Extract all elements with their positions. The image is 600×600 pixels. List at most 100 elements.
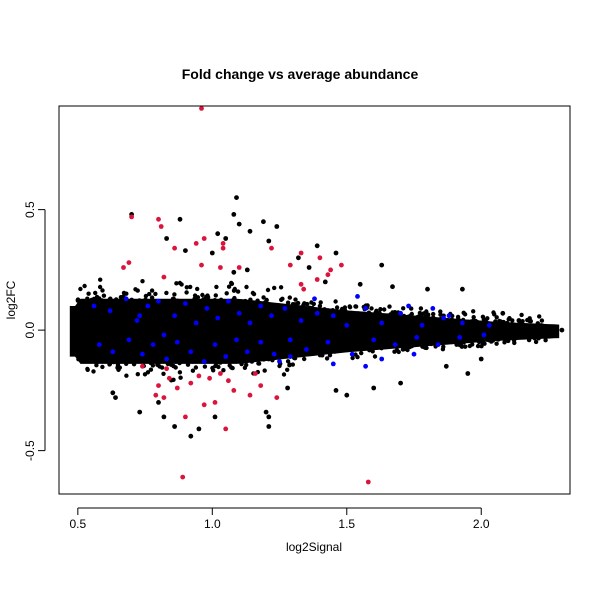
fringe-point: [192, 296, 197, 301]
fringe-point: [401, 313, 407, 319]
fringe-point: [244, 284, 249, 290]
fringe-point: [147, 291, 152, 297]
data-point: [172, 313, 178, 319]
fringe-point: [517, 322, 522, 327]
fringe-point: [214, 358, 219, 363]
fringe-point: [177, 280, 183, 286]
data-point: [392, 342, 398, 347]
data-point: [298, 281, 304, 287]
data-point: [390, 284, 395, 290]
fringe-point: [519, 332, 524, 338]
fringe-point: [363, 345, 369, 350]
fringe-point: [332, 347, 337, 352]
fringe-point: [243, 298, 248, 304]
fringe-point: [266, 353, 271, 359]
fringe-point: [360, 311, 365, 316]
data-point: [212, 400, 218, 405]
fringe-point: [324, 356, 330, 361]
data-point: [164, 356, 170, 362]
fringe-point: [507, 316, 512, 321]
y-axis-label: log2FC: [4, 280, 18, 319]
data-points: [70, 106, 565, 485]
data-point: [226, 378, 231, 384]
data-point: [164, 236, 170, 241]
fringe-point: [353, 346, 358, 351]
fringe-point: [213, 293, 218, 298]
fringe-point: [533, 339, 539, 345]
fringe-point: [173, 359, 178, 364]
chart-title: Fold change vs average abundance: [182, 66, 419, 82]
data-point: [188, 349, 194, 355]
fringe-point: [188, 284, 193, 290]
y-tick-label: -0.5: [23, 440, 37, 461]
y-tick-label: 0.5: [23, 201, 37, 218]
fringe-point: [317, 303, 323, 309]
fringe-point: [195, 286, 200, 292]
plot-frame: [58, 105, 571, 495]
fringe-point: [218, 360, 223, 365]
data-point: [379, 320, 385, 326]
fringe-point: [180, 357, 185, 362]
fringe-point: [519, 312, 524, 318]
fringe-point: [408, 315, 413, 320]
fringe-point: [356, 311, 361, 316]
data-point: [134, 318, 140, 323]
fringe-point: [293, 297, 298, 302]
fringe-point: [372, 354, 378, 359]
data-point: [201, 236, 207, 241]
fringe-point: [101, 293, 107, 298]
data-point: [70, 332, 75, 338]
data-point: [226, 298, 231, 304]
data-point: [161, 332, 167, 338]
fringe-point: [212, 298, 218, 303]
fringe-point: [124, 361, 129, 366]
fringe-point: [231, 297, 236, 303]
fringe-point: [114, 357, 119, 362]
data-point: [330, 313, 336, 319]
fringe-point: [236, 358, 241, 363]
fringe-point: [469, 336, 474, 341]
fringe-point: [221, 368, 226, 373]
fringe-point: [111, 298, 116, 304]
data-point: [244, 267, 250, 273]
data-point: [150, 342, 156, 347]
data-point: [349, 351, 355, 357]
fringe-point: [175, 298, 180, 303]
fringe-point: [173, 365, 178, 370]
fringe-point: [185, 362, 191, 367]
fringe-point: [405, 347, 410, 353]
fringe-point: [387, 304, 392, 309]
data-point: [126, 260, 132, 265]
fringe-point: [124, 291, 129, 296]
data-point: [110, 349, 116, 355]
fringe-point: [193, 365, 199, 370]
fringe-point: [479, 344, 484, 349]
data-point: [298, 318, 304, 323]
fringe-point: [95, 356, 101, 362]
data-point: [277, 359, 282, 364]
data-point: [282, 306, 288, 311]
fringe-point: [446, 338, 451, 344]
fringe-point: [160, 357, 165, 363]
fringe-point: [235, 289, 241, 294]
data-point: [204, 306, 210, 311]
fringe-point: [350, 355, 355, 361]
fringe-point: [523, 333, 528, 339]
fringe-point: [475, 343, 481, 349]
fringe-point: [388, 312, 393, 317]
data-point: [344, 392, 350, 398]
data-point: [113, 395, 118, 400]
fringe-point: [521, 323, 526, 328]
fringe-point: [292, 302, 298, 307]
fringe-point: [417, 310, 423, 316]
data-point: [215, 315, 221, 321]
data-point: [153, 392, 159, 398]
fringe-point: [322, 307, 327, 312]
fringe-point: [265, 287, 271, 293]
data-point: [478, 356, 484, 362]
data-point: [209, 250, 215, 256]
data-point: [188, 380, 194, 386]
data-point: [269, 313, 274, 319]
data-point: [140, 363, 145, 369]
fringe-point: [369, 306, 374, 311]
